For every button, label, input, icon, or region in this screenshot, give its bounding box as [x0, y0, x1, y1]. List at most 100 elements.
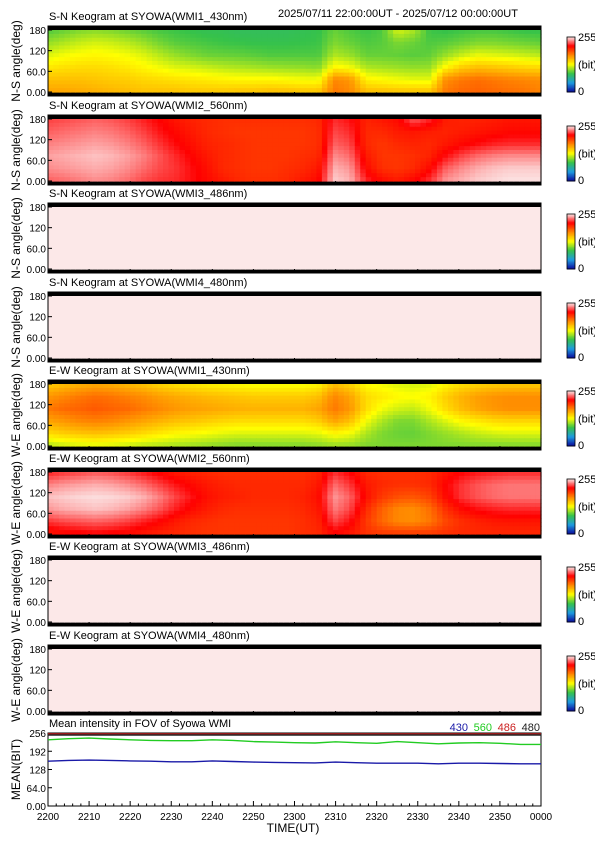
heatmap-cell — [322, 296, 328, 300]
heatmap-cell — [333, 162, 339, 166]
heatmap-cell — [196, 49, 202, 53]
heatmap-cell — [64, 77, 70, 81]
heatmap-cell — [97, 84, 103, 88]
heatmap-cell — [360, 80, 366, 84]
heatmap-cell — [366, 300, 372, 304]
heatmap-cell — [338, 296, 344, 300]
heatmap-cell — [338, 304, 344, 308]
heatmap-cell — [426, 254, 432, 258]
heatmap-cell — [185, 223, 191, 227]
heatmap-cell — [410, 127, 416, 131]
heatmap-cell — [86, 223, 92, 227]
heatmap-cell — [53, 57, 59, 61]
heatmap-cell — [442, 242, 448, 246]
heatmap-cell — [322, 154, 328, 158]
heatmap-cell — [371, 261, 377, 265]
heatmap-cell — [141, 142, 147, 146]
heatmap-cell — [464, 77, 470, 81]
heatmap-cell — [327, 211, 333, 215]
heatmap-cell — [119, 30, 125, 34]
heatmap-cell — [371, 119, 377, 123]
heatmap-cell — [470, 304, 476, 308]
heatmap-cell — [108, 49, 114, 53]
heatmap-cell — [179, 300, 185, 304]
heatmap-cell — [179, 254, 185, 258]
heatmap-cell — [393, 30, 399, 34]
heatmap-cell — [163, 84, 169, 88]
heatmap-cell — [448, 135, 454, 139]
heatmap-cell — [448, 238, 454, 242]
heatmap-cell — [196, 38, 202, 42]
heatmap-cell — [273, 77, 279, 81]
heatmap-cell — [229, 34, 235, 38]
heatmap-cell — [201, 146, 207, 150]
heatmap-cell — [404, 38, 410, 42]
heatmap-cell — [525, 246, 531, 250]
heatmap-cell — [262, 88, 268, 92]
heatmap-cell — [229, 119, 235, 123]
heatmap-cell — [453, 207, 459, 211]
heatmap-cell — [410, 65, 416, 69]
heatmap-cell — [295, 312, 301, 316]
heatmap-cell — [169, 154, 175, 158]
heatmap-cell — [240, 300, 246, 304]
heatmap-cell — [519, 173, 525, 177]
heatmap-cell — [223, 146, 229, 150]
heatmap-cell — [70, 38, 76, 42]
heatmap-cell — [508, 226, 514, 230]
heatmap-cell — [475, 135, 481, 139]
heatmap-cell — [388, 142, 394, 146]
heatmap-cell — [163, 312, 169, 316]
heatmap-cell — [399, 257, 405, 261]
heatmap-cell — [207, 135, 213, 139]
heatmap-cell — [459, 49, 465, 53]
heatmap-cell — [327, 69, 333, 73]
heatmap-cell — [53, 246, 59, 250]
heatmap-cell — [147, 127, 153, 131]
heatmap-cell — [349, 261, 355, 265]
heatmap-cell — [59, 61, 65, 65]
heatmap-cell — [223, 226, 229, 230]
heatmap-cell — [284, 177, 290, 181]
heatmap-cell — [278, 158, 284, 162]
heatmap-cell — [492, 238, 498, 242]
heatmap-cell — [218, 142, 224, 146]
heatmap-cell — [519, 261, 525, 265]
heatmap-cell — [459, 146, 465, 150]
heatmap-cell — [497, 226, 503, 230]
heatmap-cell — [316, 254, 322, 258]
heatmap-cell — [486, 80, 492, 84]
heatmap-cell — [251, 215, 257, 219]
heatmap-cell — [207, 257, 213, 261]
heatmap-cell — [119, 61, 125, 65]
heatmap-cell — [169, 34, 175, 38]
heatmap-cell — [300, 223, 306, 227]
heatmap-cell — [530, 65, 536, 69]
heatmap-cell — [514, 162, 520, 166]
heatmap-cell — [426, 127, 432, 131]
heatmap-cell — [256, 49, 262, 53]
heatmap-cell — [464, 265, 470, 269]
heatmap-cell — [289, 173, 295, 177]
heatmap-cell — [377, 296, 383, 300]
heatmap-cell — [349, 135, 355, 139]
heatmap-cell — [229, 61, 235, 65]
heatmap-cell — [218, 304, 224, 308]
heatmap-cell — [81, 88, 87, 92]
heatmap-cell — [245, 158, 251, 162]
heatmap-cell — [393, 312, 399, 316]
heatmap-cell — [125, 146, 131, 150]
heatmap-cell — [75, 69, 81, 73]
heatmap-cell — [420, 169, 426, 173]
heatmap-cell — [103, 73, 109, 77]
heatmap-cell — [174, 312, 180, 316]
heatmap-cell — [508, 162, 514, 166]
heatmap-cell — [245, 246, 251, 250]
heatmap-cell — [393, 265, 399, 269]
heatmap-cell — [218, 119, 224, 123]
heatmap-cell — [185, 138, 191, 142]
heatmap-cell — [125, 169, 131, 173]
heatmap-cell — [300, 169, 306, 173]
heatmap-cell — [53, 166, 59, 170]
heatmap-cell — [212, 211, 218, 215]
